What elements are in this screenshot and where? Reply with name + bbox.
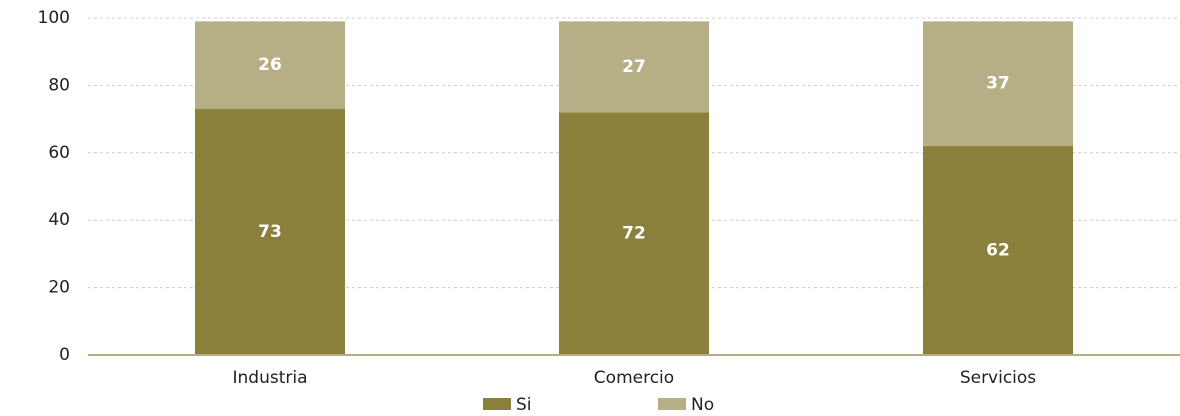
y-tick-label: 80 (48, 75, 70, 95)
bar-segment (195, 21, 345, 109)
data-label: 27 (622, 57, 646, 77)
x-tick-label: Industria (232, 368, 307, 388)
bar-segment (195, 108, 345, 356)
x-tick-label: Servicios (960, 368, 1036, 388)
data-label: 37 (986, 74, 1010, 94)
legend-label: No (691, 395, 714, 415)
bar-segment (559, 21, 709, 113)
y-tick-label: 20 (48, 278, 70, 298)
x-tick-label: Comercio (594, 368, 674, 388)
y-tick-label: 0 (59, 345, 70, 365)
bar-segment (923, 146, 1073, 355)
data-label: 62 (986, 241, 1010, 261)
data-label: 73 (258, 222, 282, 242)
y-tick-label: 40 (48, 210, 70, 230)
bar-segment (923, 21, 1073, 147)
bar-segment (559, 112, 709, 355)
legend-swatch (483, 398, 511, 410)
data-label: 72 (622, 224, 646, 244)
y-tick-label: 100 (38, 8, 70, 28)
y-tick-label: 60 (48, 143, 70, 163)
legend-label: Si (516, 395, 532, 415)
data-label: 26 (258, 55, 282, 75)
legend-swatch (658, 398, 686, 410)
